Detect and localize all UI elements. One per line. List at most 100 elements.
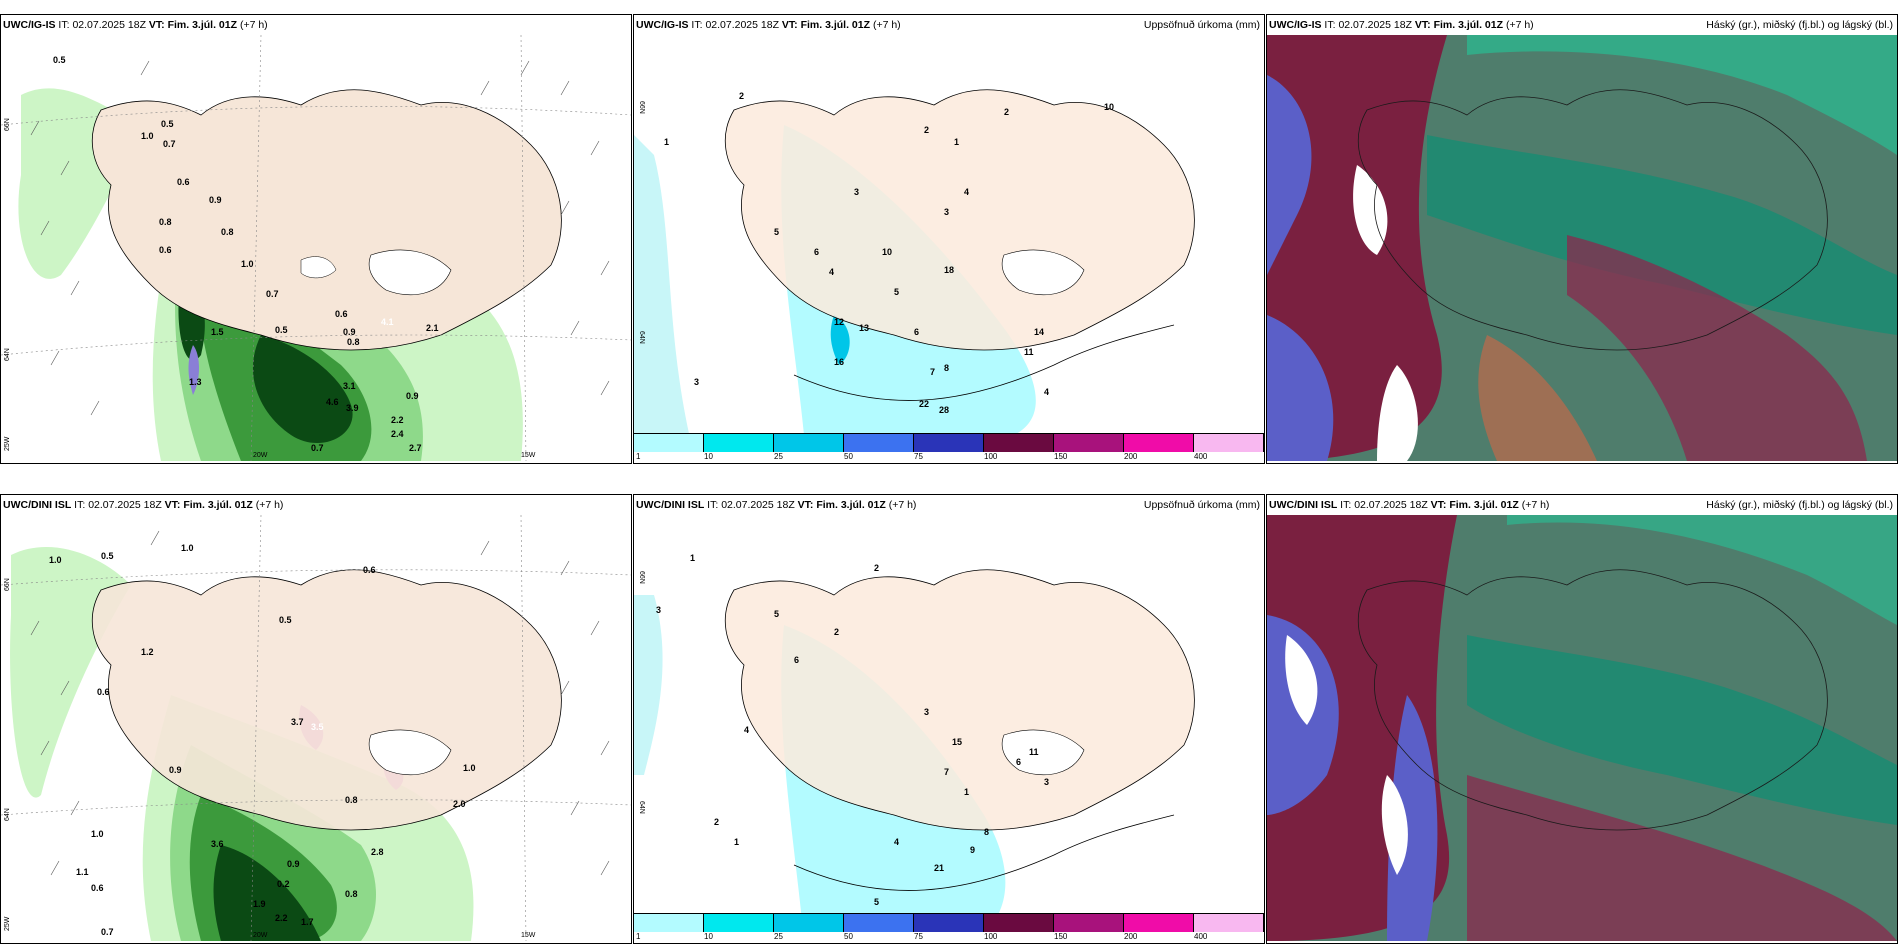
- panel-header: UWC/IG-IS IT: 02.07.2025 18Z VT: Fim. 3.…: [634, 15, 1264, 35]
- precip-label: 0.7: [311, 443, 324, 453]
- lon-label: 15W: [521, 452, 536, 459]
- colorbar-tick: 10: [704, 932, 713, 941]
- lat-label: 66N: [638, 101, 645, 114]
- precip-label: 0.7: [163, 139, 176, 149]
- map-cloud-cover: [1267, 35, 1897, 461]
- panel-bottom-mid-accum: UWC/DINI ISL IT: 02.07.2025 18Z VT: Fim.…: [633, 494, 1265, 944]
- precip-label: 0.8: [347, 337, 360, 347]
- precip-label: 0.5: [161, 119, 174, 129]
- accum-label: 6: [914, 327, 919, 337]
- panel-title: Uppsöfnuð úrkoma (mm): [1143, 19, 1260, 31]
- accum-label: 10: [1104, 102, 1114, 112]
- panel-header: UWC/DINI ISL IT: 02.07.2025 18Z VT: Fim.…: [1267, 495, 1897, 515]
- precip-label: 0.6: [97, 687, 110, 697]
- colorbar-swatch: [914, 914, 984, 932]
- precip-labels: 0.5 0.5 1.0 0.7 0.6 0.9 0.8 0.6 1.0 0.7 …: [53, 55, 439, 453]
- colorbar-ticks: 1 10 25 50 75 100 150 200 400: [634, 451, 1264, 463]
- lon-label: 20W: [253, 452, 268, 459]
- accum-label: 4: [744, 725, 749, 735]
- precip-label: 2.8: [371, 847, 384, 857]
- precip-label: 0.5: [275, 325, 288, 335]
- precip-label: 0.5: [53, 55, 66, 65]
- precip-label: 1.0: [181, 543, 194, 553]
- colorbar: 1 10 25 50 75 100 150 200 400: [634, 913, 1264, 943]
- precip-label: 3.9: [346, 403, 359, 413]
- accum-label: 4: [1044, 387, 1049, 397]
- precip-label: 4.0: [311, 267, 324, 277]
- glacier: [1001, 729, 1085, 776]
- panel-header: UWC/DINI ISL IT: 02.07.2025 18Z VT: Fim.…: [634, 495, 1264, 515]
- accum-label: 3: [1044, 777, 1049, 787]
- accum-labels: 2 1 5 6 3 4 2 3 4 5 6 10 18 12 13 16 7 8…: [664, 91, 1114, 415]
- precip-label: 1.3: [189, 377, 202, 387]
- colorbar-swatches: [634, 913, 1264, 932]
- panel-bottom-right-clouds: UWC/DINI ISL IT: 02.07.2025 18Z VT: Fim.…: [1266, 494, 1898, 944]
- colorbar-ticks: 1 10 25 50 75 100 150 200 400: [634, 931, 1264, 943]
- precip-label: 0.9: [343, 327, 356, 337]
- precip-field: [213, 845, 321, 941]
- accum-label: 3: [944, 207, 949, 217]
- colorbar-swatch: [704, 434, 774, 452]
- panel-header: UWC/IG-IS IT: 02.07.2025 18Z VT: Fim. 3.…: [1267, 15, 1897, 35]
- colorbar-swatch: [984, 434, 1054, 452]
- accum-label: 8: [984, 827, 989, 837]
- precip-label: 4.1: [381, 317, 394, 327]
- axis-labels: 66N 64N: [638, 101, 645, 344]
- colorbar-tick: 100: [984, 452, 998, 461]
- panel-title: Háský (gr.), miðský (fj.bl.) og lágský (…: [1706, 19, 1893, 31]
- colorbar-tick: 150: [1054, 932, 1068, 941]
- precip-label: 1.0: [141, 131, 154, 141]
- accum-label: 2: [739, 91, 744, 101]
- precip-label: 2.2: [391, 415, 404, 425]
- precip-label: 0.5: [101, 551, 114, 561]
- colorbar-swatch: [844, 914, 914, 932]
- precip-label: 1.0: [463, 763, 476, 773]
- accum-label: 7: [944, 767, 949, 777]
- panel-header: UWC/IG-IS IT: 02.07.2025 18Z VT: Fim. 3.…: [3, 19, 268, 31]
- colorbar-tick: 75: [914, 452, 923, 461]
- accum-label: 9: [970, 845, 975, 855]
- colorbar-tick: 10: [704, 452, 713, 461]
- glacier: [1001, 249, 1085, 296]
- precip-label: 1.1: [76, 867, 89, 877]
- iceland-land: [724, 569, 1195, 831]
- glacier: [368, 729, 452, 776]
- lat-label: 64N: [4, 808, 11, 821]
- accum-label: 1: [690, 553, 695, 563]
- colorbar-tick: 50: [844, 452, 853, 461]
- colorbar-tick: 1: [636, 452, 641, 461]
- colorbar-tick: 50: [844, 932, 853, 941]
- iceland-land: [724, 89, 1195, 351]
- accum-label: 21: [934, 863, 944, 873]
- colorbar-swatches: [634, 433, 1264, 452]
- map-cloud-cover: [1267, 515, 1897, 941]
- precip-label: 0.8: [345, 889, 358, 899]
- precip-label: 1.0: [49, 555, 62, 565]
- accum-label: 22: [919, 399, 929, 409]
- precip-label: 1.0: [241, 259, 254, 269]
- accum-label: 3: [924, 707, 929, 717]
- map-accum-precip: 2 1 5 6 3 4 2 3 4 5 6 10 18 12 13 16 7 8…: [634, 89, 1195, 461]
- colorbar-tick: 1: [636, 932, 641, 941]
- iceland-land: [91, 569, 562, 831]
- accum-label: 3: [656, 605, 661, 615]
- precip-label: 0.7: [101, 927, 114, 937]
- colorbar-swatch: [1054, 914, 1124, 932]
- colorbar-swatch: [844, 434, 914, 452]
- accum-label: 12: [834, 317, 844, 327]
- accum-label: 5: [874, 897, 879, 907]
- accum-label: 5: [774, 227, 779, 237]
- precip-label: 0.9: [287, 859, 300, 869]
- precip-label: 3.5: [311, 722, 324, 732]
- colorbar-swatch: [774, 914, 844, 932]
- colorbar-swatch: [1124, 914, 1194, 932]
- precip-label: 3.6: [211, 839, 224, 849]
- accum-label: 1: [964, 787, 969, 797]
- lat-label: 66N: [4, 118, 11, 131]
- precip-label: 0.6: [363, 565, 376, 575]
- accum-labels: 1 2 3 5 6 4 2 3 7 1 15 11 8 9 21 4 6 3 5…: [656, 553, 1049, 907]
- colorbar-swatch: [1194, 434, 1264, 452]
- precip-label: 0.8: [345, 795, 358, 805]
- colorbar-swatch: [914, 434, 984, 452]
- panel-top-mid-accum: UWC/IG-IS IT: 02.07.2025 18Z VT: Fim. 3.…: [633, 14, 1265, 464]
